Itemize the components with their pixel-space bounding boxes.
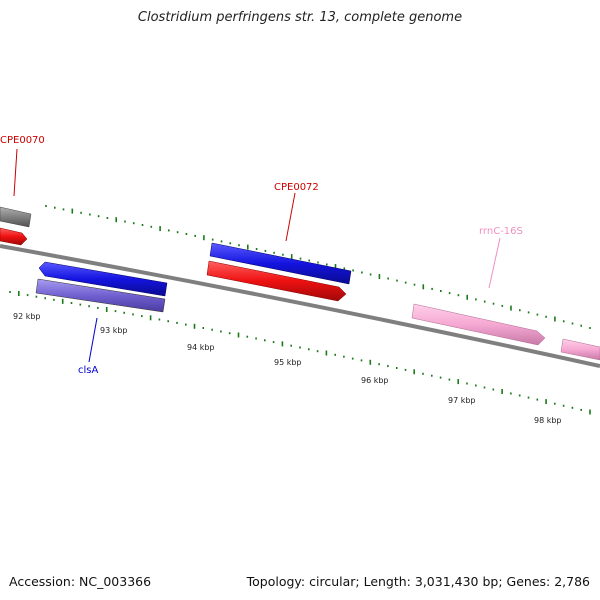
leader-cpe0070 (13, 148, 18, 197)
feature-red-left[interactable] (0, 227, 28, 246)
tick-label-98: 98 kbp (534, 416, 562, 425)
feature-clsa[interactable] (35, 278, 166, 313)
feature-red-cpe0072[interactable] (206, 260, 347, 302)
tick-label-96: 96 kbp (361, 376, 389, 385)
label-clsa[interactable]: clsA (78, 365, 98, 376)
label-cpe0072[interactable]: CPE0072 (274, 182, 319, 193)
footer-stats: Topology: circular; Length: 3,031,430 bp… (246, 574, 590, 589)
tick-label-97: 97 kbp (448, 396, 476, 405)
leader-rrnc (488, 237, 501, 289)
leader-cpe0072 (285, 192, 296, 242)
label-cpe0070[interactable]: CPE0070 (0, 135, 45, 146)
feature-gray-cpe0070[interactable] (0, 206, 32, 228)
genome-backbone (0, 244, 600, 368)
feature-rrnc-16s[interactable] (411, 303, 546, 346)
footer-accession: Accession: NC_003366 (9, 574, 152, 589)
tick-label-92: 92 kbp (13, 312, 41, 321)
label-rrnc-16s[interactable]: rrnC-16S (479, 226, 523, 237)
tick-label-93: 93 kbp (100, 326, 128, 335)
tick-label-95: 95 kbp (274, 358, 302, 367)
outer-tick-row (45, 205, 591, 329)
feature-rrn-right[interactable] (560, 338, 600, 361)
feature-blue-cpe0072[interactable] (209, 242, 352, 285)
leader-clsa (88, 317, 98, 363)
tick-label-94: 94 kbp (187, 343, 215, 352)
inner-tick-row (9, 291, 591, 415)
page-title: Clostridium perfringens str. 13, complet… (137, 10, 463, 25)
feature-blue-inner[interactable] (38, 261, 168, 297)
